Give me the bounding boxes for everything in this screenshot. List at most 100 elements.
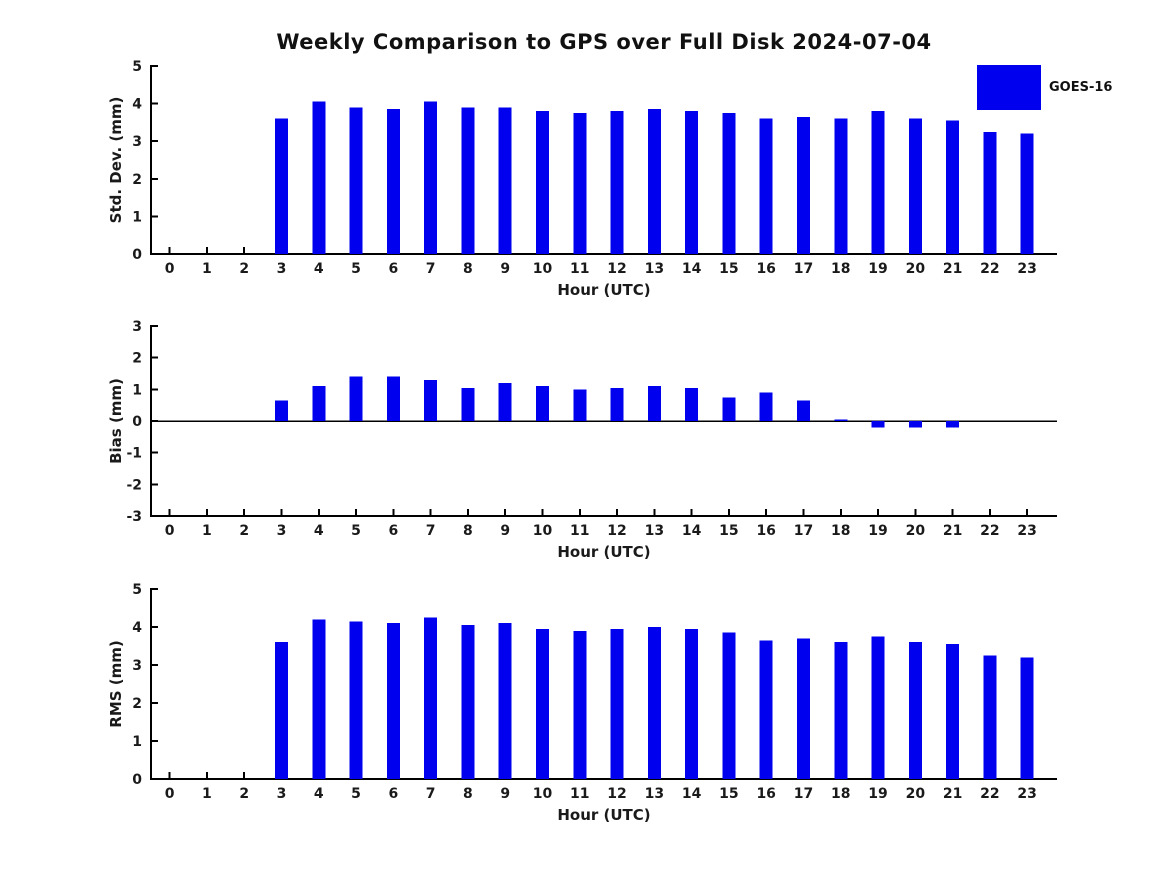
x-tick-label: 22: [980, 523, 999, 539]
bar-hour-16: [759, 640, 773, 779]
x-tick-label: 21: [943, 261, 962, 277]
x-tick-label: 4: [314, 523, 324, 539]
bar-hour-5: [349, 376, 363, 421]
x-tick-label: 7: [426, 523, 436, 539]
bar-hour-22: [983, 655, 997, 779]
bar-hour-23: [1020, 657, 1034, 779]
bar-hour-13: [647, 386, 661, 421]
x-tick-label: 3: [277, 523, 287, 539]
y-axis-label: Bias (mm): [107, 378, 125, 464]
bar-hour-15: [722, 397, 736, 421]
x-tick-label: 14: [682, 261, 702, 277]
x-tick-label: 19: [868, 261, 887, 277]
y-tick-label: 0: [132, 247, 142, 263]
x-tick-label: 20: [906, 523, 926, 539]
bar-hour-10: [535, 111, 549, 255]
bar-hour-10: [535, 628, 549, 779]
x-tick-label: 4: [314, 261, 324, 277]
bar-hour-20: [908, 642, 922, 779]
bar-hour-21: [946, 120, 960, 255]
x-tick-label: 15: [719, 523, 738, 539]
x-tick-label: 10: [533, 523, 553, 539]
x-tick-label: 23: [1017, 261, 1036, 277]
bar-hour-19: [871, 636, 885, 779]
y-tick-label: 5: [132, 59, 142, 75]
bar-hour-16: [759, 118, 773, 254]
bar-hour-21: [946, 644, 960, 779]
y-tick-label: 4: [132, 620, 142, 636]
x-tick-label: 18: [831, 786, 850, 802]
x-tick-label: 14: [682, 786, 702, 802]
bar-hour-17: [796, 400, 810, 421]
bar-hour-19: [871, 111, 885, 255]
x-tick-label: 10: [533, 261, 553, 277]
bar-hour-11: [573, 113, 587, 254]
x-tick-label: 9: [500, 786, 510, 802]
x-tick-label: 16: [756, 786, 775, 802]
x-tick-label: 2: [239, 261, 249, 277]
x-tick-label: 2: [239, 786, 249, 802]
bar-hour-12: [610, 111, 624, 255]
bar-hour-6: [386, 109, 400, 255]
x-tick-label: 5: [351, 523, 361, 539]
bar-hour-20: [908, 421, 922, 428]
y-tick-label: -3: [126, 509, 142, 525]
x-tick-label: 13: [645, 786, 664, 802]
bar-hour-4: [312, 619, 326, 779]
legend-swatch-goes16: [977, 65, 1041, 110]
x-tick-label: 21: [943, 786, 962, 802]
x-axis-label: Hour (UTC): [557, 543, 650, 561]
y-tick-label: 4: [132, 97, 142, 113]
bar-hour-8: [461, 387, 475, 421]
x-tick-label: 19: [868, 523, 887, 539]
x-tick-label: 12: [607, 261, 626, 277]
bar-hour-3: [274, 118, 288, 254]
x-tick-label: 9: [500, 261, 510, 277]
x-tick-label: 1: [202, 786, 212, 802]
bar-hour-7: [424, 379, 438, 421]
x-tick-label: 16: [756, 523, 775, 539]
bar-hour-4: [312, 101, 326, 254]
bar-hour-6: [386, 376, 400, 421]
x-tick-label: 9: [500, 523, 510, 539]
bar-hour-12: [610, 628, 624, 779]
bar-hour-5: [349, 621, 363, 779]
y-tick-label: 2: [132, 351, 142, 367]
x-tick-label: 3: [277, 261, 287, 277]
bar-hour-10: [535, 386, 549, 421]
bar-hour-3: [274, 400, 288, 421]
bar-hour-4: [312, 386, 326, 421]
x-tick-label: 14: [682, 523, 702, 539]
y-tick-label: 1: [132, 382, 142, 398]
x-tick-label: 15: [719, 786, 738, 802]
x-tick-label: 23: [1017, 786, 1036, 802]
bar-hour-15: [722, 632, 736, 779]
x-tick-label: 22: [980, 786, 999, 802]
y-tick-label: 3: [132, 658, 142, 674]
y-tick-label: -2: [126, 477, 142, 493]
x-tick-label: 12: [607, 786, 626, 802]
bar-hour-23: [1020, 133, 1034, 254]
x-tick-label: 0: [165, 786, 175, 802]
bar-hour-17: [796, 116, 810, 254]
bar-hour-5: [349, 107, 363, 254]
x-tick-label: 11: [570, 523, 589, 539]
x-tick-label: 20: [906, 261, 926, 277]
y-tick-label: 2: [132, 172, 142, 188]
bar-hour-15: [722, 113, 736, 254]
y-tick-label: 1: [132, 734, 142, 750]
y-tick-label: 1: [132, 209, 142, 225]
x-tick-label: 16: [756, 261, 775, 277]
x-tick-label: 15: [719, 261, 738, 277]
x-tick-label: 13: [645, 523, 664, 539]
x-tick-label: 18: [831, 261, 850, 277]
y-axis-label: RMS (mm): [107, 640, 125, 727]
x-tick-label: 2: [239, 523, 249, 539]
x-tick-label: 8: [463, 523, 473, 539]
x-tick-label: 8: [463, 261, 473, 277]
bar-hour-9: [498, 107, 512, 254]
